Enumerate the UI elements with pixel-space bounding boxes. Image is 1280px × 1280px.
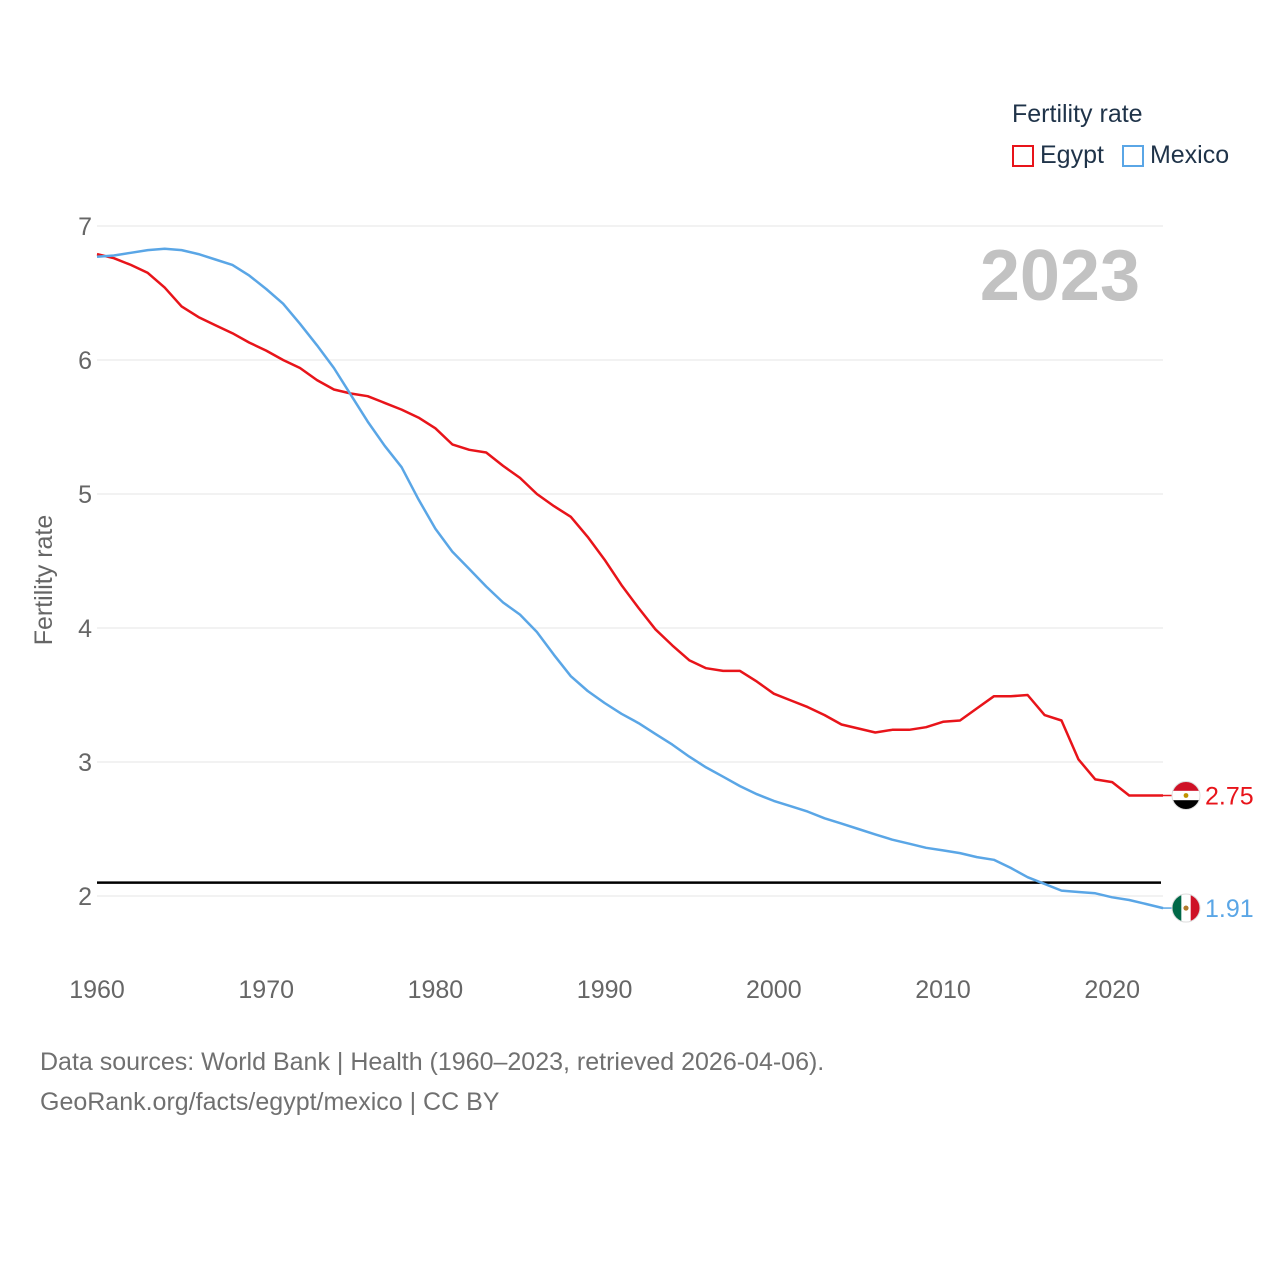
egypt-flag-icon: [1171, 781, 1201, 810]
legend: Fertility rate Egypt Mexico: [1012, 100, 1247, 170]
y-tick-label-6: 6: [78, 347, 92, 375]
attribution-link[interactable]: GeoRank.org/facts/egypt/mexico | CC BY: [40, 1088, 500, 1116]
legend-label-mexico: Mexico: [1149, 141, 1230, 169]
x-tick-label-2020: 2020: [1084, 976, 1140, 1004]
series-line-mexico: [96, 247, 1164, 910]
legend-item-mexico[interactable]: Mexico: [1121, 141, 1230, 170]
y-axis-label: Fertility rate: [30, 515, 58, 646]
x-tick-label-1990: 1990: [577, 976, 633, 1004]
legend-title: Fertility rate: [1012, 100, 1143, 128]
x-tick-label-2010: 2010: [915, 976, 971, 1004]
legend-label-egypt: Egypt: [1040, 141, 1104, 169]
series-lines: [96, 247, 1164, 910]
year-watermark: 2023: [980, 236, 1140, 316]
x-tick-label-1970: 1970: [238, 976, 294, 1004]
y-tick-label-5: 5: [78, 481, 92, 509]
x-axis-ticks: 1960 1970 1980 1990 2000 2010 2020: [69, 976, 1140, 1004]
series-line-egypt: [96, 252, 1163, 797]
x-tick-label-1980: 1980: [408, 976, 464, 1004]
y-tick-label-2: 2: [78, 883, 92, 911]
y-tick-label-4: 4: [78, 615, 92, 643]
y-tick-label-7: 7: [78, 213, 92, 241]
legend-swatch-mexico: [1121, 144, 1144, 167]
end-value-label-mexico: 1.91: [1205, 895, 1254, 923]
legend-swatch-egypt: [1012, 144, 1034, 167]
end-value-label-egypt: 2.75: [1205, 783, 1254, 811]
x-tick-label-2000: 2000: [746, 976, 802, 1004]
series-end-markers: 2.75 1.91: [1161, 781, 1254, 923]
y-axis-ticks: 2 3 4 5 6 7: [78, 213, 92, 911]
y-tick-label-3: 3: [78, 749, 92, 777]
gridlines: [97, 225, 1163, 897]
footer: Data sources: World Bank | Health (1960–…: [40, 1042, 824, 1122]
legend-item-egypt[interactable]: Egypt: [1012, 141, 1104, 170]
mexico-flag-icon: [1171, 893, 1201, 923]
x-tick-label-1960: 1960: [69, 976, 125, 1004]
data-source-note: Data sources: World Bank | Health (1960–…: [40, 1048, 825, 1076]
